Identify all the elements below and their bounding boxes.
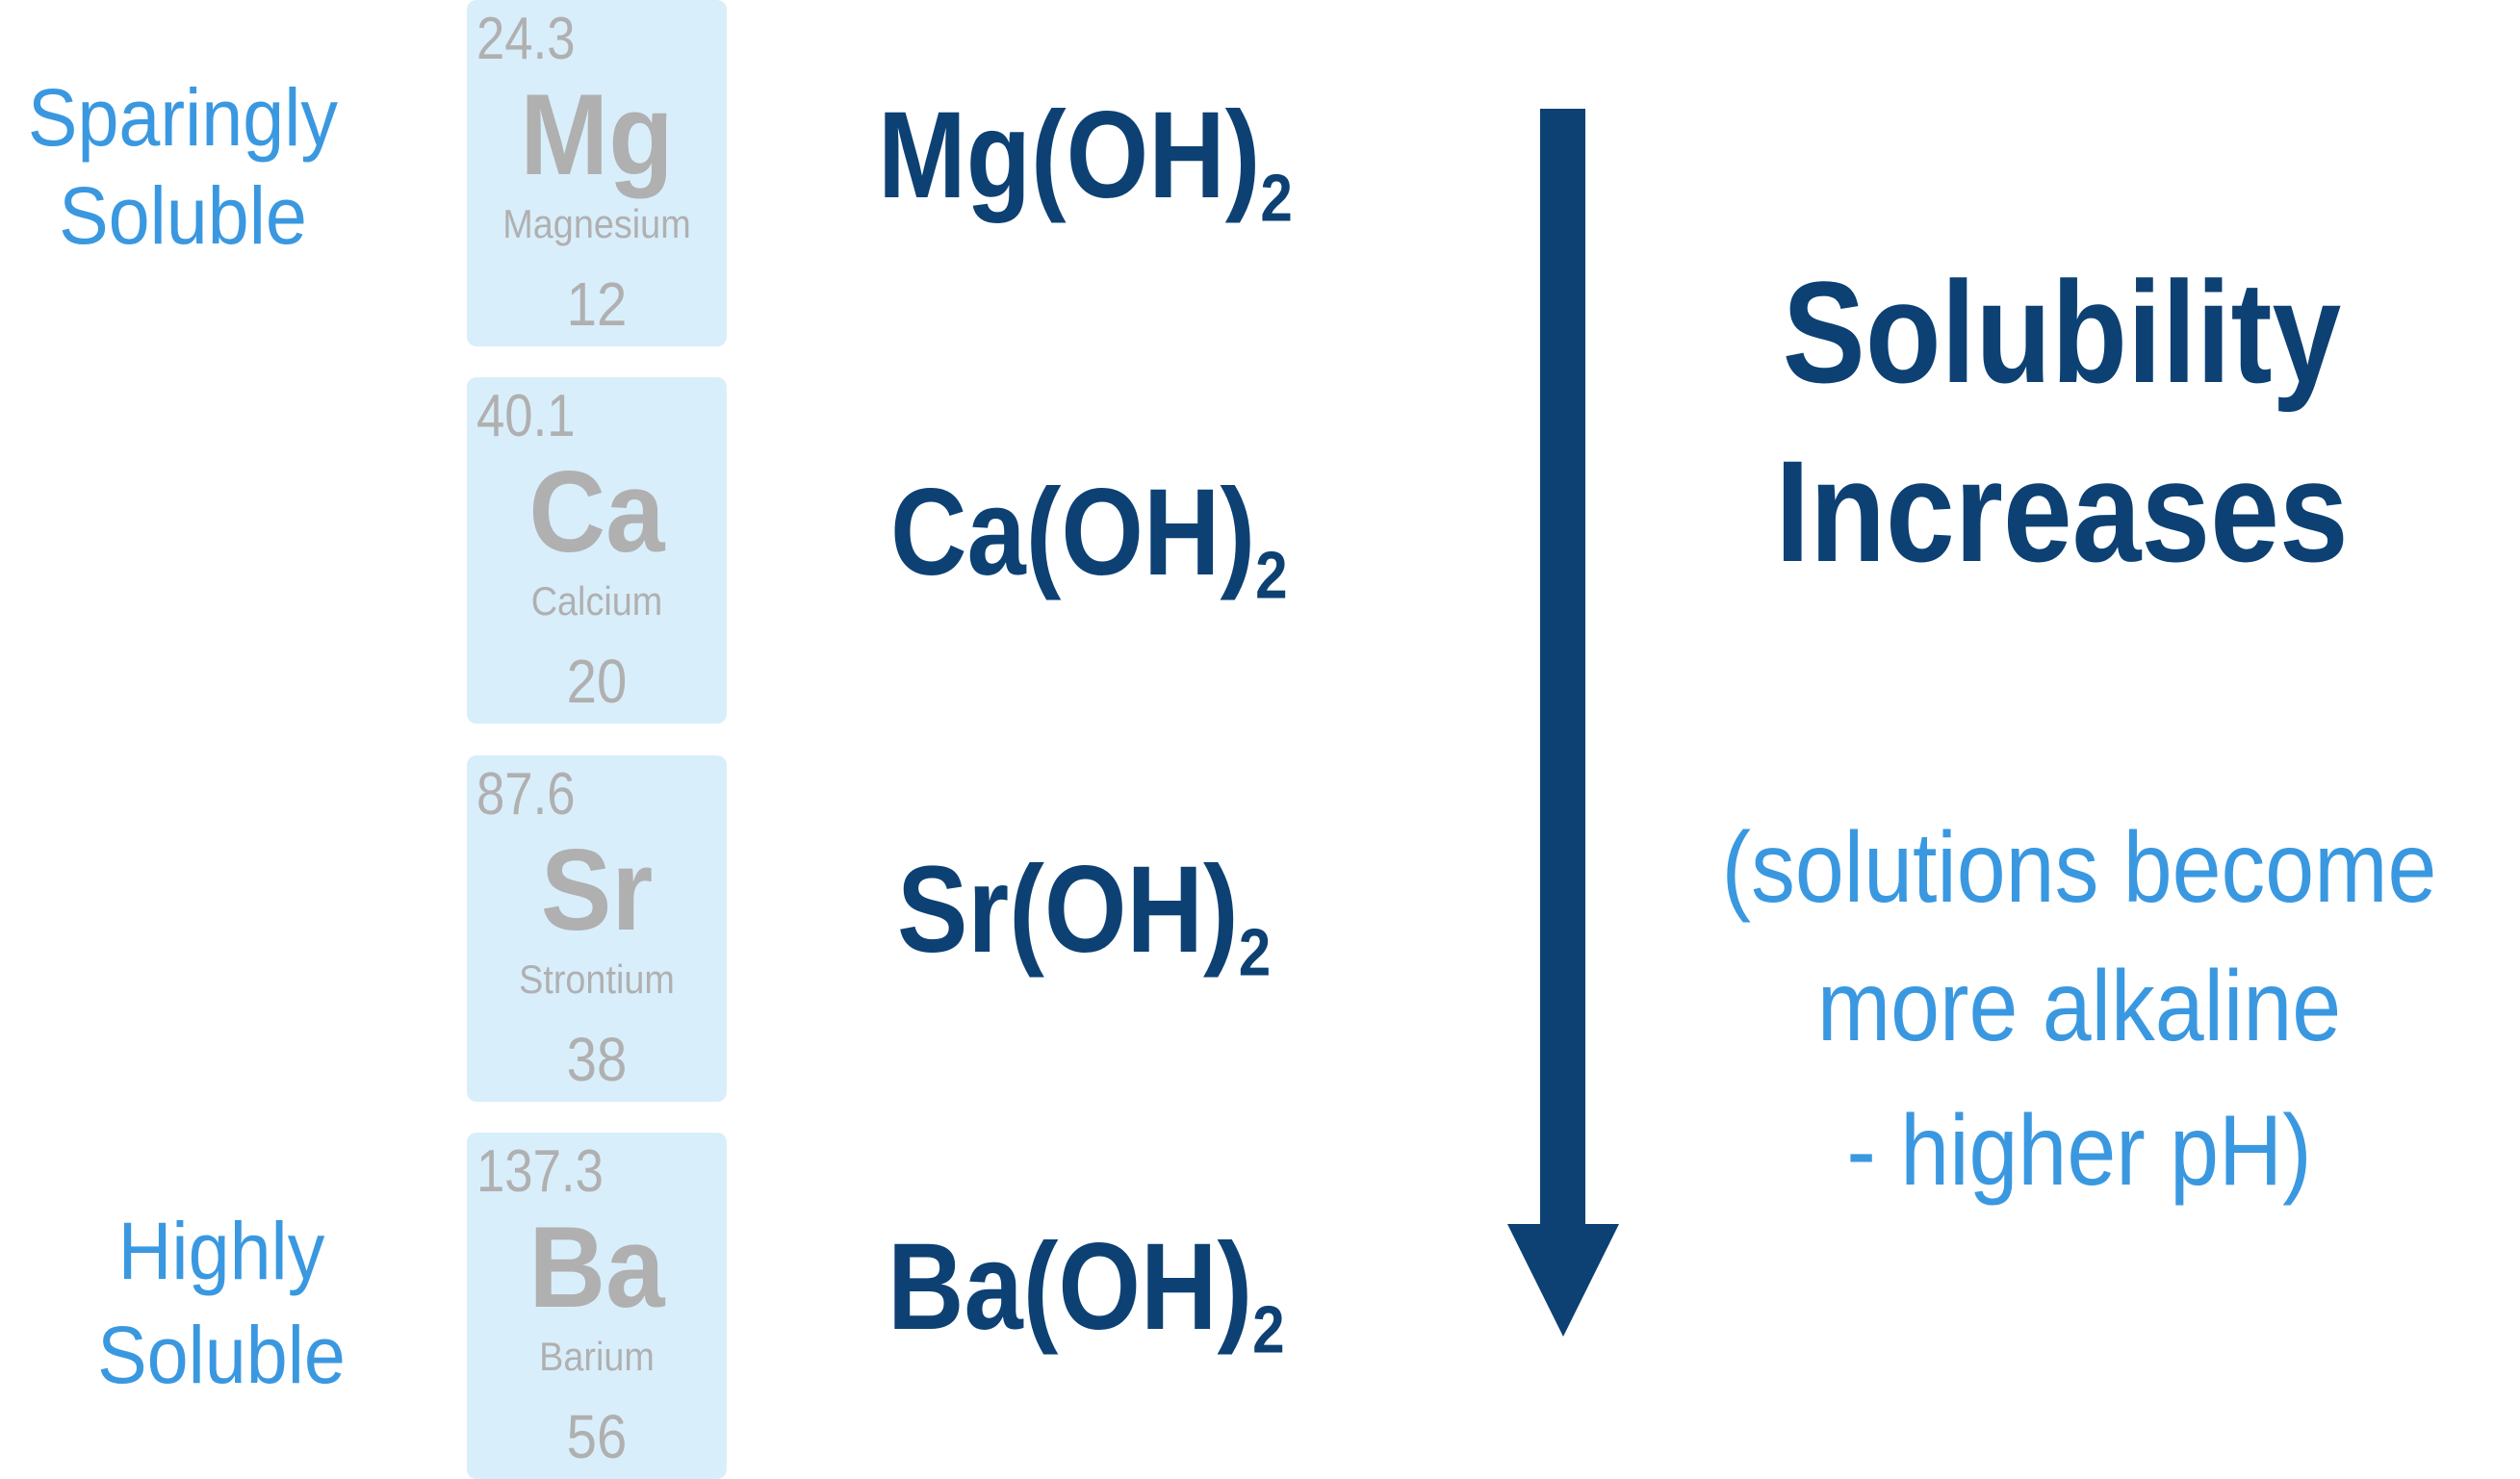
label-soluble-bottom: Soluble — [97, 1310, 346, 1400]
atomic-number: 56 — [566, 1402, 628, 1471]
formula-text: Mg(OH) — [878, 87, 1261, 224]
element-name: Calcium — [530, 578, 663, 624]
element-name: Strontium — [519, 956, 675, 1002]
atomic-number: 38 — [566, 1025, 628, 1094]
formula-mg-oh2: Mg(OH)2 — [878, 94, 1293, 232]
formula-subscript: 2 — [1255, 537, 1288, 613]
element-symbol: Sr — [540, 826, 654, 955]
label-soluble-top: Soluble — [59, 170, 307, 261]
atomic-number: 20 — [566, 647, 628, 716]
element-symbol: Ba — [528, 1203, 665, 1332]
trend-title-line2: Increases — [1775, 430, 2349, 592]
atomic-mass: 40.1 — [476, 383, 576, 449]
formula-sr-oh2: Sr(OH)2 — [897, 849, 1271, 986]
atomic-mass: 24.3 — [476, 6, 576, 72]
down-arrow-icon — [1507, 109, 1619, 1337]
atomic-mass: 87.6 — [476, 761, 576, 828]
element-tile-sr: 87.6 Sr Strontium 38 — [467, 755, 727, 1102]
formula-text: Ba(OH) — [887, 1218, 1253, 1356]
label-highly: Highly — [117, 1206, 325, 1296]
formula-subscript: 2 — [1260, 160, 1293, 236]
element-symbol: Mg — [520, 70, 674, 199]
arrow-shaft — [1540, 109, 1585, 1235]
element-name: Barium — [539, 1334, 655, 1379]
trend-title-line1: Solubility — [1782, 251, 2342, 413]
trend-note-line3: - higher pH) — [1846, 1095, 2312, 1207]
formula-subscript: 2 — [1252, 1291, 1285, 1367]
trend-note-line1: (solutions become — [1721, 812, 2437, 924]
arrow-head — [1507, 1224, 1619, 1337]
formula-ca-oh2: Ca(OH)2 — [890, 472, 1288, 609]
element-symbol: Ca — [528, 447, 665, 576]
element-tile-ca: 40.1 Ca Calcium 20 — [467, 377, 727, 724]
atomic-mass: 137.3 — [476, 1138, 604, 1205]
atomic-number: 12 — [566, 269, 628, 339]
formula-ba-oh2: Ba(OH)2 — [887, 1226, 1285, 1364]
formula-subscript: 2 — [1238, 914, 1272, 990]
trend-note-line2: more alkaline — [1816, 951, 2342, 1062]
formula-text: Ca(OH) — [890, 464, 1256, 601]
element-name: Magnesium — [502, 201, 691, 246]
element-tile-mg: 24.3 Mg Magnesium 12 — [467, 0, 727, 346]
label-sparingly: Sparingly — [27, 72, 339, 163]
element-tile-ba: 137.3 Ba Barium 56 — [467, 1133, 727, 1479]
formula-text: Sr(OH) — [897, 841, 1239, 979]
